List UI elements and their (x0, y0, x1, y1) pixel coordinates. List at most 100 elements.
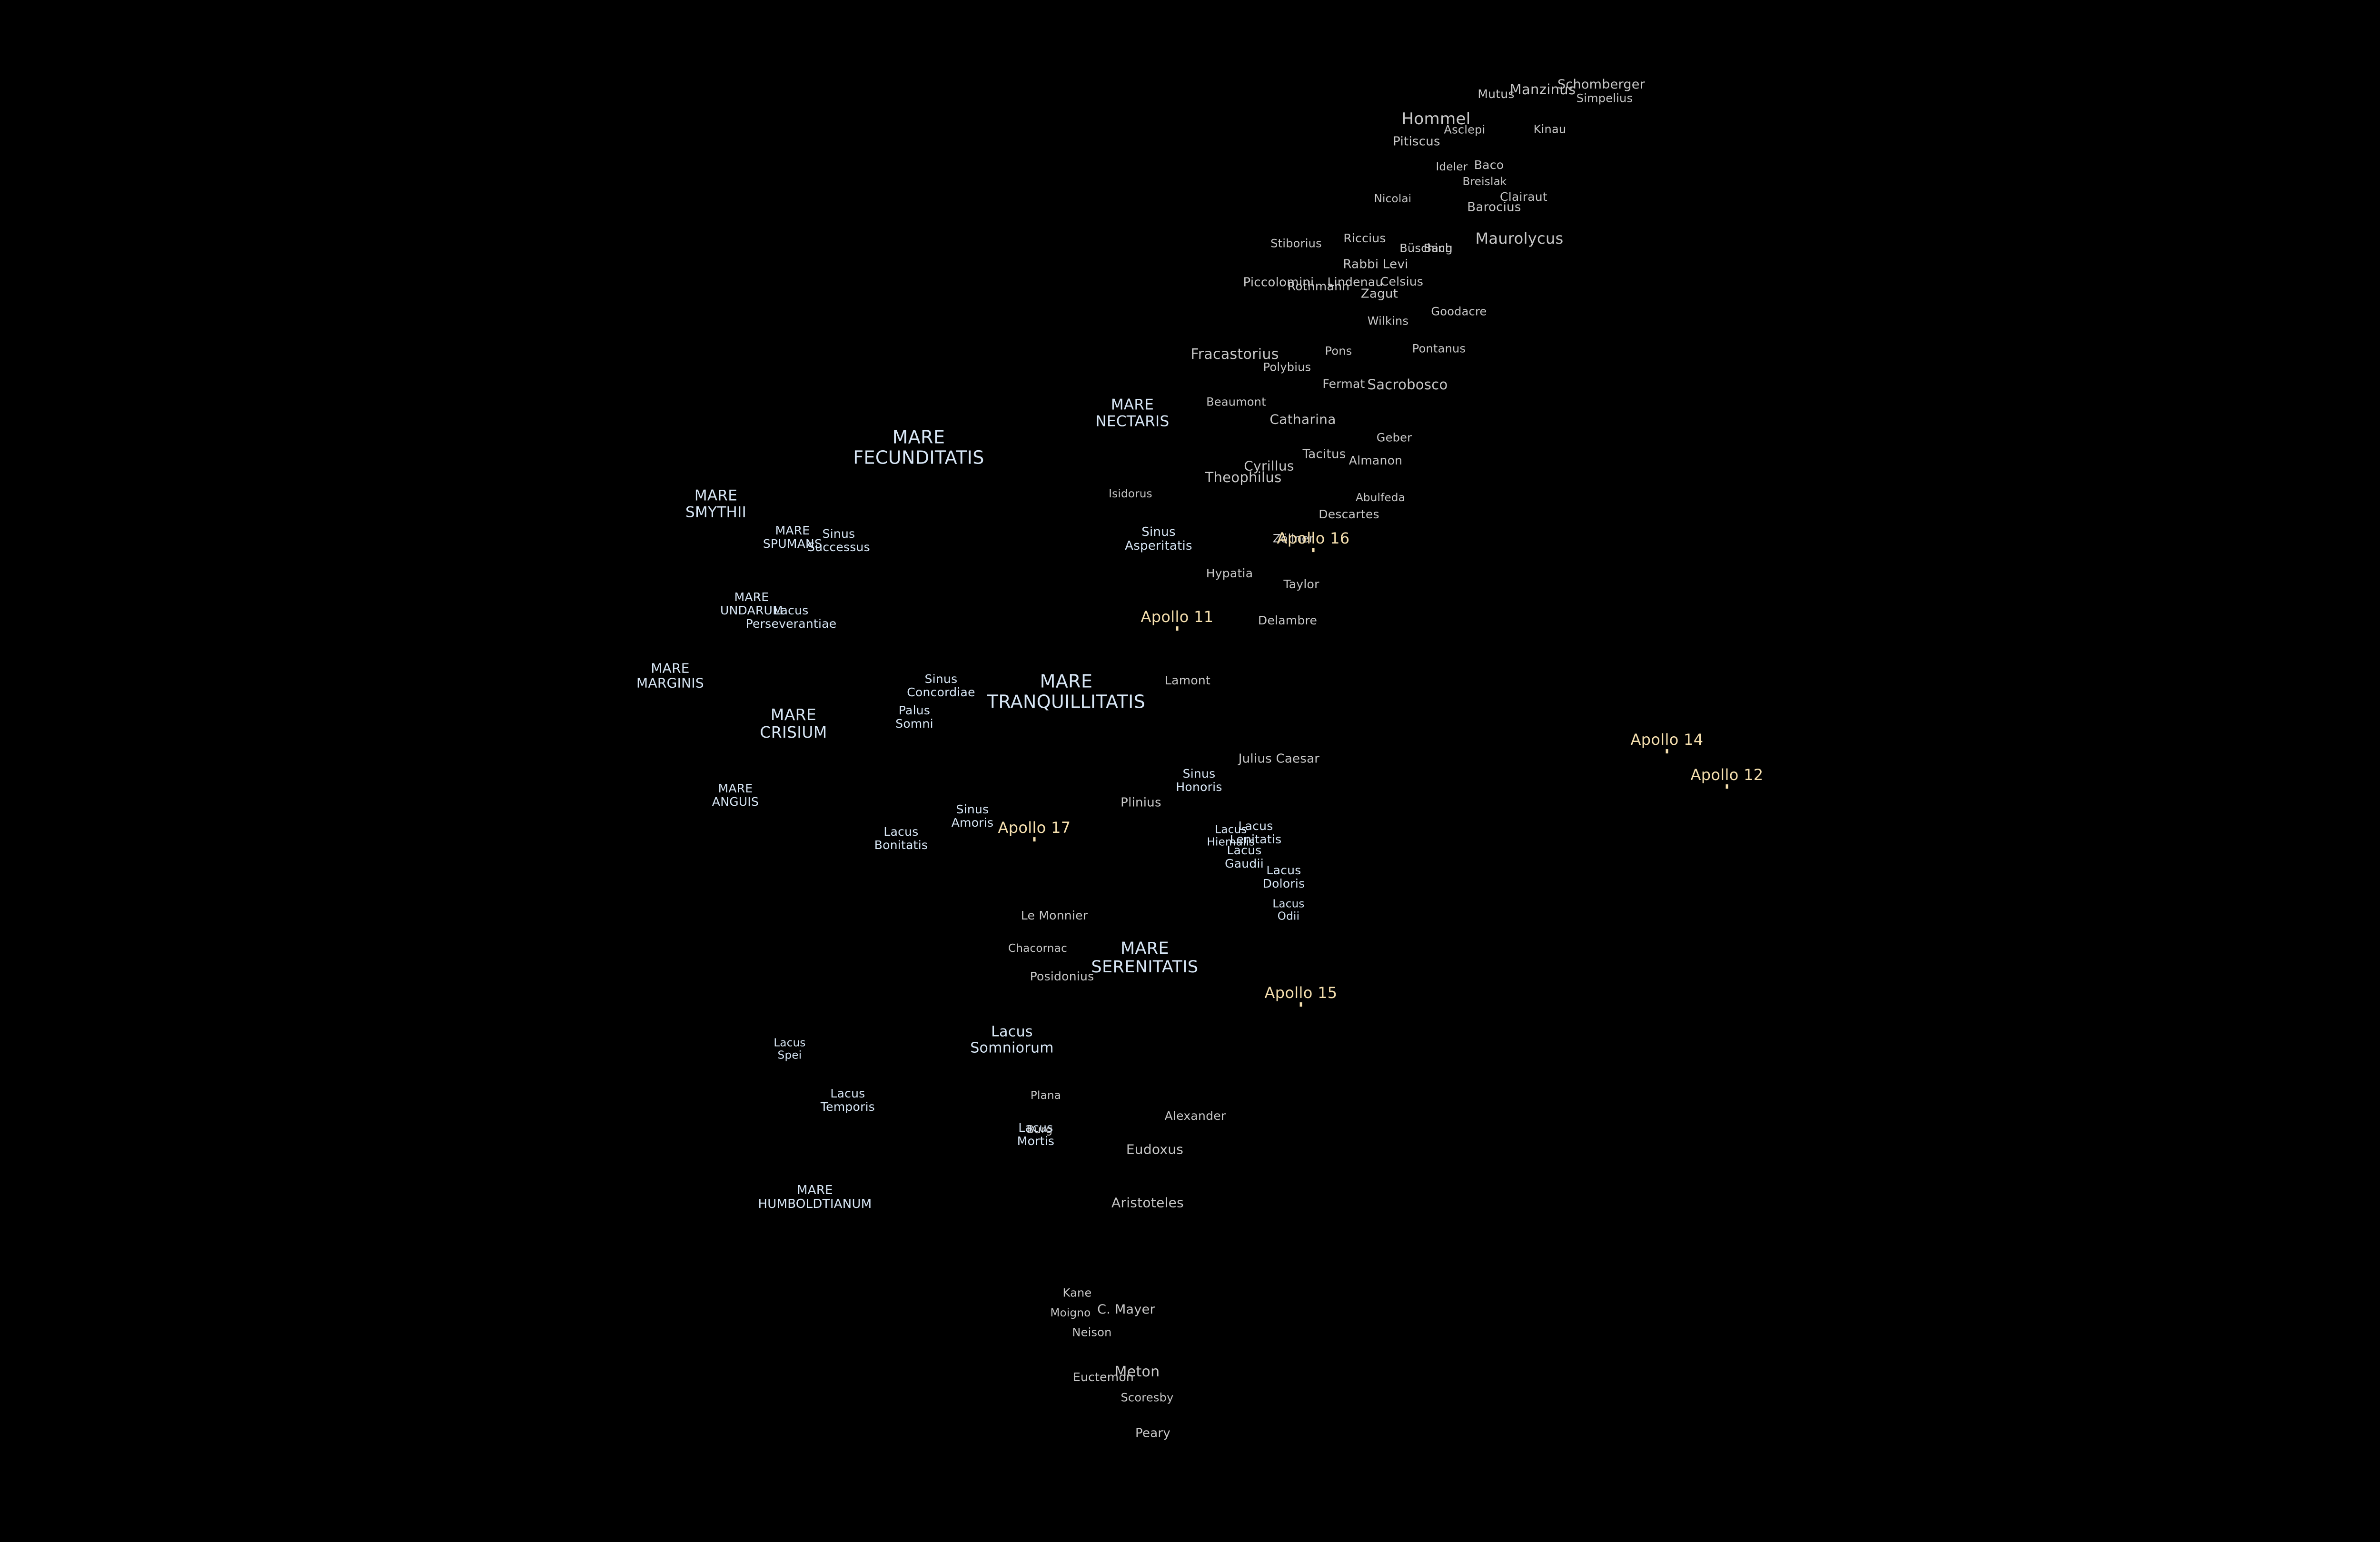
crater-label-maurolycus[interactable]: Maurolycus (1475, 229, 1564, 248)
crater-label-eudoxus[interactable]: Eudoxus (1126, 1141, 1184, 1157)
mare-label-lacus-doloris[interactable]: Lacus Doloris (1262, 863, 1305, 890)
crater-label-mutus[interactable]: Mutus (1478, 87, 1515, 101)
crater-label-lindenau[interactable]: Lindenau (1327, 275, 1383, 289)
crater-label-clairaut[interactable]: Clairaut (1500, 190, 1547, 204)
mare-label-mare-smythii[interactable]: MARE SMYTHII (685, 487, 747, 521)
apollo-label-apollo-12[interactable]: Apollo 12 (1691, 766, 1764, 789)
mare-label-mare-spumans[interactable]: MARE SPUMANS (763, 524, 823, 551)
crater-label-theophilus[interactable]: Theophilus (1205, 469, 1282, 485)
crater-label-hommel[interactable]: Hommel (1401, 109, 1471, 128)
crater-label-descartes[interactable]: Descartes (1319, 507, 1379, 521)
crater-label-sacrobosco[interactable]: Sacrobosco (1367, 376, 1448, 393)
apollo-label-apollo-14[interactable]: Apollo 14 (1631, 731, 1704, 753)
crater-label-le-monnier[interactable]: Le Monnier (1021, 909, 1088, 922)
crater-label-delambre[interactable]: Delambre (1258, 613, 1318, 627)
apollo-label-apollo-17[interactable]: Apollo 17 (998, 819, 1071, 841)
mare-label-sinus-honoris[interactable]: Sinus Honoris (1176, 767, 1222, 794)
crater-label-pons[interactable]: Pons (1325, 344, 1352, 358)
mare-label-mare-undarum[interactable]: MARE UNDARUM (720, 590, 783, 617)
crater-label-pitiscus[interactable]: Pitiscus (1393, 134, 1440, 149)
crater-label-meton[interactable]: Meton (1114, 1364, 1160, 1381)
crater-label-ideler[interactable]: Ideler (1436, 161, 1468, 174)
crater-label-schomberger[interactable]: Schomberger (1557, 77, 1646, 92)
mare-label-lacus-lenitatis[interactable]: Lacus Lenitatis (1230, 819, 1282, 846)
crater-label-cyrillus[interactable]: Cyrillus (1244, 458, 1294, 474)
crater-label-burg[interactable]: Burg (1026, 1124, 1053, 1137)
crater-label-posidonius[interactable]: Posidonius (1030, 969, 1094, 983)
mare-label-mare-crisium[interactable]: MARE CRISIUM (760, 705, 827, 741)
crater-label-simpelius[interactable]: Simpelius (1576, 91, 1633, 105)
crater-label-isidorus[interactable]: Isidorus (1109, 488, 1152, 501)
mare-label-sinus-concordiae[interactable]: Sinus Concordiae (907, 672, 975, 699)
mare-label-lacus-hiemalis[interactable]: Lacus Hiemalis (1207, 823, 1255, 848)
crater-label-wilkins[interactable]: Wilkins (1367, 314, 1409, 328)
crater-label-asclepi[interactable]: Asclepi (1444, 123, 1486, 137)
mare-label-mare-tranquillitatis[interactable]: MARE TRANQUILLITATIS (987, 671, 1146, 712)
mare-label-lacus-gaudii[interactable]: Lacus Gaudii (1225, 843, 1264, 870)
crater-label-riccius[interactable]: Riccius (1343, 231, 1386, 245)
mare-label-lacus-mortis[interactable]: Lacus Mortis (1017, 1121, 1055, 1148)
mare-label-mare-fecunditatis[interactable]: MARE FECUNDITATIS (853, 426, 984, 468)
crater-label-taylor[interactable]: Taylor (1283, 577, 1319, 591)
crater-label-fermat[interactable]: Fermat (1322, 377, 1365, 391)
apollo-label-apollo-16[interactable]: Apollo 16 (1277, 530, 1350, 552)
crater-label-tacitus[interactable]: Tacitus (1302, 447, 1346, 462)
crater-label-celsius[interactable]: Celsius (1380, 275, 1424, 288)
mare-label-sinus-amoris[interactable]: Sinus Amoris (951, 802, 994, 830)
crater-label-nicolai[interactable]: Nicolai (1374, 193, 1412, 206)
apollo-label-apollo-15[interactable]: Apollo 15 (1265, 984, 1338, 1007)
crater-label-kane[interactable]: Kane (1062, 1286, 1092, 1300)
crater-label-plinius[interactable]: Plinius (1121, 795, 1161, 810)
mare-label-mare-serenitatis[interactable]: MARE SERENITATIS (1091, 939, 1199, 977)
crater-label-zollner[interactable]: Zöllner (1273, 532, 1314, 545)
crater-label-neison[interactable]: Neison (1072, 1325, 1112, 1339)
crater-label-bach[interactable]: Bach (1423, 241, 1453, 255)
crater-label-almanon[interactable]: Almanon (1349, 454, 1403, 467)
crater-label-plana[interactable]: Plana (1030, 1089, 1061, 1102)
crater-label-stiborius[interactable]: Stiborius (1270, 237, 1322, 250)
crater-label-rabbi-levi[interactable]: Rabbi Levi (1343, 257, 1408, 272)
crater-label-moigno[interactable]: Moigno (1050, 1307, 1091, 1320)
mare-label-lacus-perseverantiae[interactable]: Lacus Perseverantiae (745, 603, 837, 631)
mare-label-sinus-asperitatis[interactable]: Sinus Asperitatis (1125, 524, 1192, 553)
mare-label-sinus-successus[interactable]: Sinus Successus (807, 527, 870, 554)
crater-label-chacornac[interactable]: Chacornac (1008, 942, 1067, 955)
crater-label-c-mayer[interactable]: C. Mayer (1097, 1302, 1155, 1317)
crater-label-baco[interactable]: Baco (1474, 158, 1504, 172)
mare-label-lacus-somniorum[interactable]: Lacus Somniorum (970, 1023, 1054, 1056)
crater-label-fracastorius[interactable]: Fracastorius (1190, 346, 1279, 363)
crater-label-polybius[interactable]: Polybius (1263, 360, 1311, 374)
mare-label-palus-somni[interactable]: Palus Somni (895, 703, 933, 731)
crater-label-geber[interactable]: Geber (1376, 431, 1412, 445)
crater-label-euctemon[interactable]: Euctemon (1072, 1370, 1134, 1384)
mare-label-lacus-odii[interactable]: Lacus Odii (1272, 898, 1305, 922)
crater-label-scoresby[interactable]: Scoresby (1121, 1391, 1174, 1404)
crater-label-kinau[interactable]: Kinau (1533, 122, 1567, 136)
crater-label-zagut[interactable]: Zagut (1360, 287, 1398, 301)
apollo-label-apollo-11[interactable]: Apollo 11 (1141, 608, 1214, 631)
crater-label-piccolomini[interactable]: Piccolomini (1243, 275, 1314, 290)
crater-label-abulfeda[interactable]: Abulfeda (1355, 492, 1406, 504)
crater-label-rothmann[interactable]: Rothmann (1287, 279, 1350, 293)
crater-label-barocius[interactable]: Barocius (1467, 200, 1521, 215)
crater-label-beaumont[interactable]: Beaumont (1206, 395, 1266, 409)
crater-label-julius-caesar[interactable]: Julius Caesar (1238, 751, 1320, 766)
crater-label-catharina[interactable]: Catharina (1269, 411, 1336, 427)
mare-label-lacus-temporis[interactable]: Lacus Temporis (820, 1087, 875, 1114)
mare-label-lacus-spei[interactable]: Lacus Spei (774, 1037, 806, 1061)
crater-label-lamont[interactable]: Lamont (1164, 673, 1211, 687)
crater-label-pontanus[interactable]: Pontanus (1412, 342, 1466, 356)
crater-label-goodacre[interactable]: Goodacre (1431, 305, 1487, 318)
mare-label-lacus-bonitatis[interactable]: Lacus Bonitatis (874, 825, 928, 852)
crater-label-breislak[interactable]: Breislak (1462, 176, 1507, 188)
mare-label-mare-marginis[interactable]: MARE MARGINIS (636, 660, 704, 691)
crater-label-busching[interactable]: Büsching (1399, 241, 1453, 255)
crater-label-hypatia[interactable]: Hypatia (1206, 566, 1253, 580)
crater-label-manzinus[interactable]: Manzinus (1509, 81, 1576, 98)
crater-label-peary[interactable]: Peary (1135, 1426, 1171, 1441)
mare-label-mare-humboldtianum[interactable]: MARE HUMBOLDTIANUM (758, 1183, 872, 1211)
mare-label-mare-nectaris[interactable]: MARE NECTARIS (1095, 396, 1170, 430)
crater-label-alexander[interactable]: Alexander (1164, 1109, 1226, 1123)
crater-label-aristoteles[interactable]: Aristoteles (1111, 1195, 1184, 1211)
